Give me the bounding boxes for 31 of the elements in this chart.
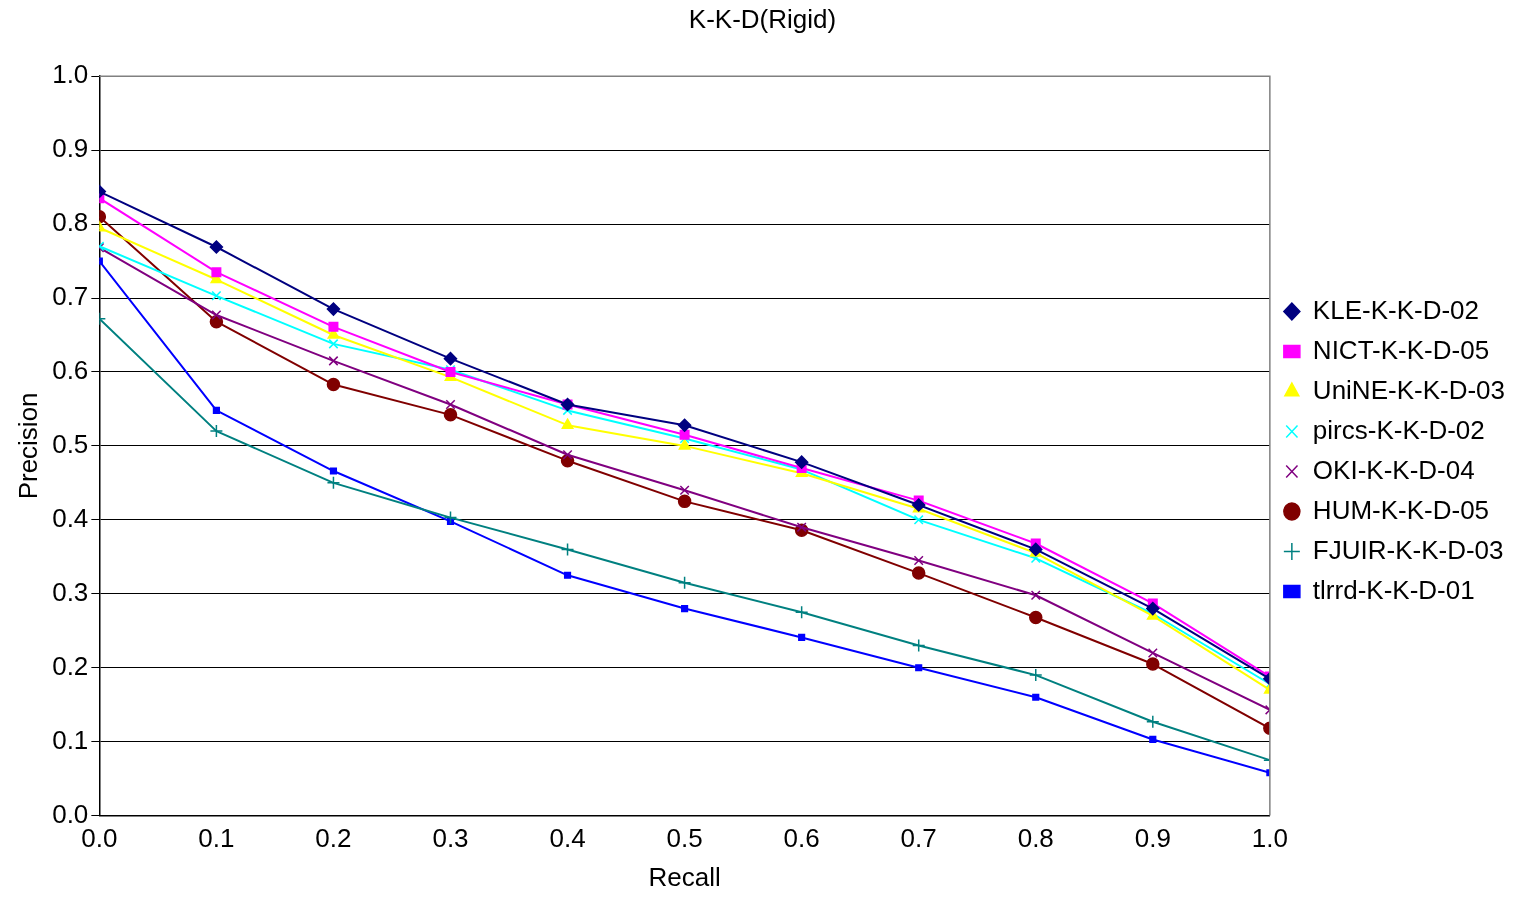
legend-label: NICT-K-K-D-05 (1312, 334, 1490, 365)
y-tick-label: 0.2 (52, 650, 89, 681)
y-tick-label: 0.9 (52, 133, 89, 164)
x-tick-label: 1.0 (1251, 823, 1288, 854)
legend-label: pircs-K-K-D-02 (1312, 414, 1485, 445)
x-tick-label: 0.2 (315, 823, 352, 854)
x-tick-label: 0.6 (783, 823, 820, 854)
x-tick-label: 0.3 (432, 823, 469, 854)
legend-label: tlrrd-K-K-D-01 (1312, 574, 1475, 605)
legend-label: OKI-K-K-D-04 (1312, 454, 1475, 485)
x-tick-label: 0.8 (1017, 823, 1054, 854)
y-tick-label: 0.1 (52, 724, 89, 755)
y-tick-label: 0.6 (52, 355, 89, 386)
legend-label: FJUIR-K-K-D-03 (1312, 534, 1504, 565)
y-tick-label: 0.7 (52, 281, 89, 312)
y-axis-title: Precision (12, 392, 43, 500)
x-tick-label: 0.7 (900, 823, 937, 854)
chart-title: K-K-D(Rigid) (688, 3, 837, 34)
x-axis-title: Recall (648, 861, 721, 892)
y-tick-label: 1.0 (52, 59, 89, 90)
legend-label: UniNE-K-K-D-03 (1312, 374, 1506, 405)
x-tick-label: 0.1 (198, 823, 235, 854)
y-tick-label: 0.4 (52, 503, 89, 534)
x-tick-label: 0.9 (1134, 823, 1171, 854)
x-tick-label: 0.5 (666, 823, 703, 854)
legend-label: KLE-K-K-D-02 (1312, 294, 1480, 325)
y-tick-label: 0.3 (52, 576, 89, 607)
y-tick-label: 0.5 (52, 429, 89, 460)
y-tick-label: 0.8 (52, 207, 89, 238)
legend-label: HUM-K-K-D-05 (1312, 494, 1490, 525)
x-tick-label: 0.4 (549, 823, 586, 854)
